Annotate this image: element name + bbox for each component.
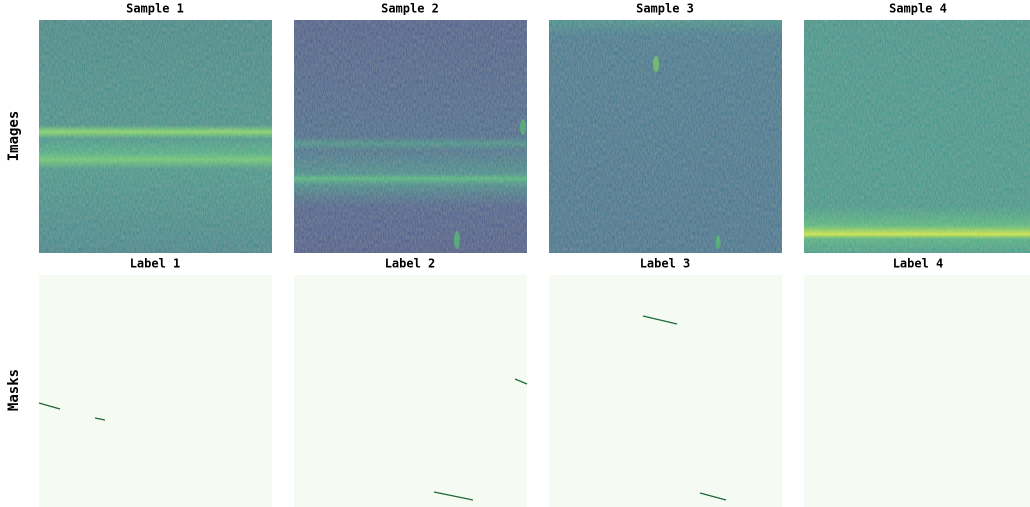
mask <box>294 275 527 507</box>
mask-streak <box>38 402 61 410</box>
row-label: Images <box>6 111 22 162</box>
signal-spot <box>653 56 659 72</box>
spectrogram <box>294 20 527 253</box>
mask-streak <box>433 491 474 501</box>
signal-spot <box>715 235 721 249</box>
panel-title: Sample 1 <box>126 2 184 16</box>
panel-title: Label 2 <box>385 257 436 271</box>
panel-title: Label 1 <box>130 257 181 271</box>
spectrogram <box>804 20 1030 253</box>
row-label: Masks <box>6 369 22 411</box>
mask <box>39 275 272 507</box>
mask-streak <box>699 492 727 501</box>
mask <box>804 275 1030 507</box>
panel-title: Label 4 <box>893 257 944 271</box>
spectrogram <box>549 20 782 253</box>
spectrogram <box>39 20 272 253</box>
mask-streak <box>514 378 528 385</box>
mask-streak <box>94 417 106 421</box>
panel-title: Sample 3 <box>636 2 694 16</box>
panel-title: Label 3 <box>640 257 691 271</box>
panel-title: Sample 2 <box>381 2 439 16</box>
signal-spot <box>520 119 526 135</box>
mask <box>549 275 782 507</box>
mask-streak <box>642 315 678 325</box>
signal-spot <box>454 231 460 249</box>
panel-title: Sample 4 <box>889 2 947 16</box>
